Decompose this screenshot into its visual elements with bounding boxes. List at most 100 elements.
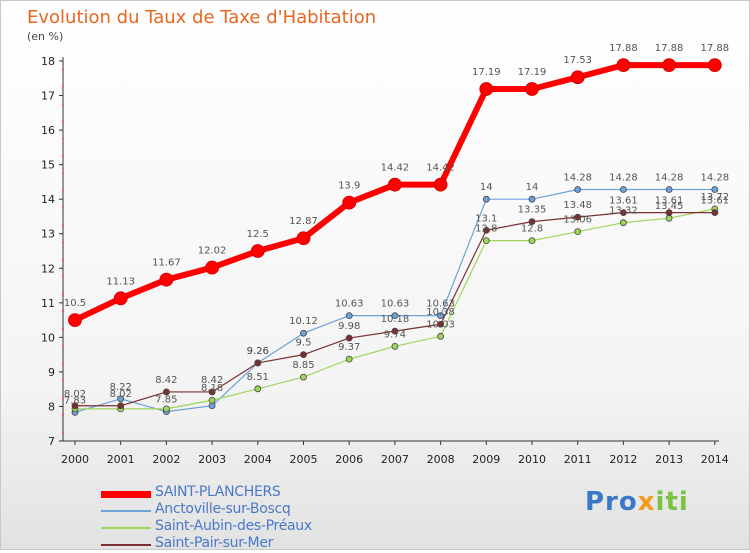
data-point: [707, 58, 722, 73]
y-tick-label: 18: [41, 55, 55, 68]
data-point: [437, 332, 445, 340]
y-tick-label: 15: [41, 159, 55, 172]
data-point: [345, 312, 353, 320]
chart-title: Evolution du Taux de Taxe d'Habitation: [27, 7, 377, 28]
data-label: 14.28: [563, 173, 592, 184]
data-point: [528, 195, 536, 203]
data-point: [620, 186, 627, 193]
data-label: 9.98: [338, 321, 360, 332]
data-point: [574, 213, 582, 221]
y-tick-label: 14: [41, 193, 55, 206]
x-tick-label: 2008: [427, 453, 455, 466]
x-tick-label: 2014: [701, 453, 729, 466]
data-point: [113, 291, 128, 306]
data-point: [162, 388, 170, 396]
x-tick-label: 2003: [198, 453, 226, 466]
y-tick-label: 13: [41, 228, 55, 241]
data-label: 12.8: [521, 224, 543, 235]
data-label: 10.63: [426, 299, 455, 310]
data-label: 9.26: [247, 346, 269, 357]
data-label: 8.51: [247, 372, 269, 383]
data-point: [250, 244, 265, 258]
y-minor-dot: [62, 345, 64, 347]
data-label: 17.88: [655, 43, 684, 54]
data-point: [620, 219, 627, 227]
data-point: [117, 402, 125, 410]
y-minor-dot: [62, 362, 64, 365]
legend-swatch: [101, 544, 151, 546]
data-label: 13.35: [518, 205, 547, 216]
data-label: 8.22: [110, 382, 132, 393]
proxiti-logo: Proxiti: [585, 487, 689, 517]
data-label: 8.42: [155, 375, 177, 386]
data-label: 17.88: [700, 43, 729, 54]
data-point: [528, 237, 536, 245]
legend-swatch: [101, 490, 151, 498]
data-point: [205, 260, 220, 275]
data-label: 8.42: [201, 375, 223, 386]
data-point: [345, 355, 353, 363]
y-minor-dot: [62, 431, 64, 434]
data-point: [437, 320, 445, 328]
data-label: 14.28: [700, 173, 729, 184]
x-tick-label: 2005: [290, 453, 318, 466]
y-minor-dot: [62, 86, 64, 88]
data-label: 17.19: [472, 67, 501, 78]
x-tick-label: 2004: [244, 453, 272, 466]
data-point: [482, 195, 490, 203]
data-point: [616, 58, 631, 73]
legend-label: Anctoville-sur-Boscq: [155, 501, 291, 517]
y-minor-dot: [62, 310, 64, 313]
data-label: 13.61: [609, 196, 638, 207]
y-minor-dot: [62, 276, 64, 278]
data-label: 14: [526, 182, 539, 193]
data-point: [574, 228, 582, 236]
data-label: 7.85: [155, 395, 177, 406]
data-label: 13.06: [563, 215, 592, 226]
data-point: [711, 209, 719, 217]
data-point: [296, 231, 311, 246]
legend-swatch: [101, 527, 151, 529]
legend-label: Saint-Pair-sur-Mer: [155, 535, 274, 551]
data-label: 13.61: [655, 196, 684, 207]
data-point: [208, 402, 216, 410]
data-label: 17.53: [563, 55, 592, 66]
x-tick-label: 2000: [61, 453, 89, 466]
data-point: [391, 342, 399, 350]
x-tick-label: 2009: [472, 453, 500, 466]
data-label: 14: [480, 182, 493, 193]
data-point: [159, 272, 174, 287]
data-label: 7.83: [64, 395, 86, 406]
data-point: [300, 351, 307, 359]
data-point: [345, 334, 353, 342]
y-minor-dot: [62, 293, 64, 296]
data-point: [162, 405, 170, 413]
data-label: 12.02: [198, 246, 227, 257]
data-label: 10.63: [335, 299, 364, 310]
x-tick-label: 2012: [609, 453, 637, 466]
data-point: [620, 209, 627, 217]
y-tick-label: 12: [41, 262, 55, 275]
x-tick-label: 2013: [655, 453, 683, 466]
data-point: [391, 312, 399, 320]
x-tick-label: 2001: [107, 453, 135, 466]
data-label: 14.28: [655, 173, 684, 184]
y-minor-dot: [62, 155, 64, 157]
data-point: [387, 177, 402, 192]
data-label: 9.74: [384, 329, 406, 340]
data-label: 8.85: [292, 360, 314, 371]
data-label: 9.37: [338, 342, 360, 353]
data-point: [665, 186, 673, 193]
data-label: 10.63: [381, 299, 410, 310]
data-point: [208, 388, 216, 396]
data-point: [662, 58, 676, 73]
data-label: 14.42: [426, 163, 455, 174]
data-label: 14.28: [609, 173, 638, 184]
data-point: [342, 195, 357, 210]
data-label: 10.03: [426, 319, 455, 330]
y-tick-label: 17: [41, 90, 55, 103]
data-label: 9.26: [247, 346, 269, 357]
x-tick-label: 2010: [518, 453, 546, 466]
